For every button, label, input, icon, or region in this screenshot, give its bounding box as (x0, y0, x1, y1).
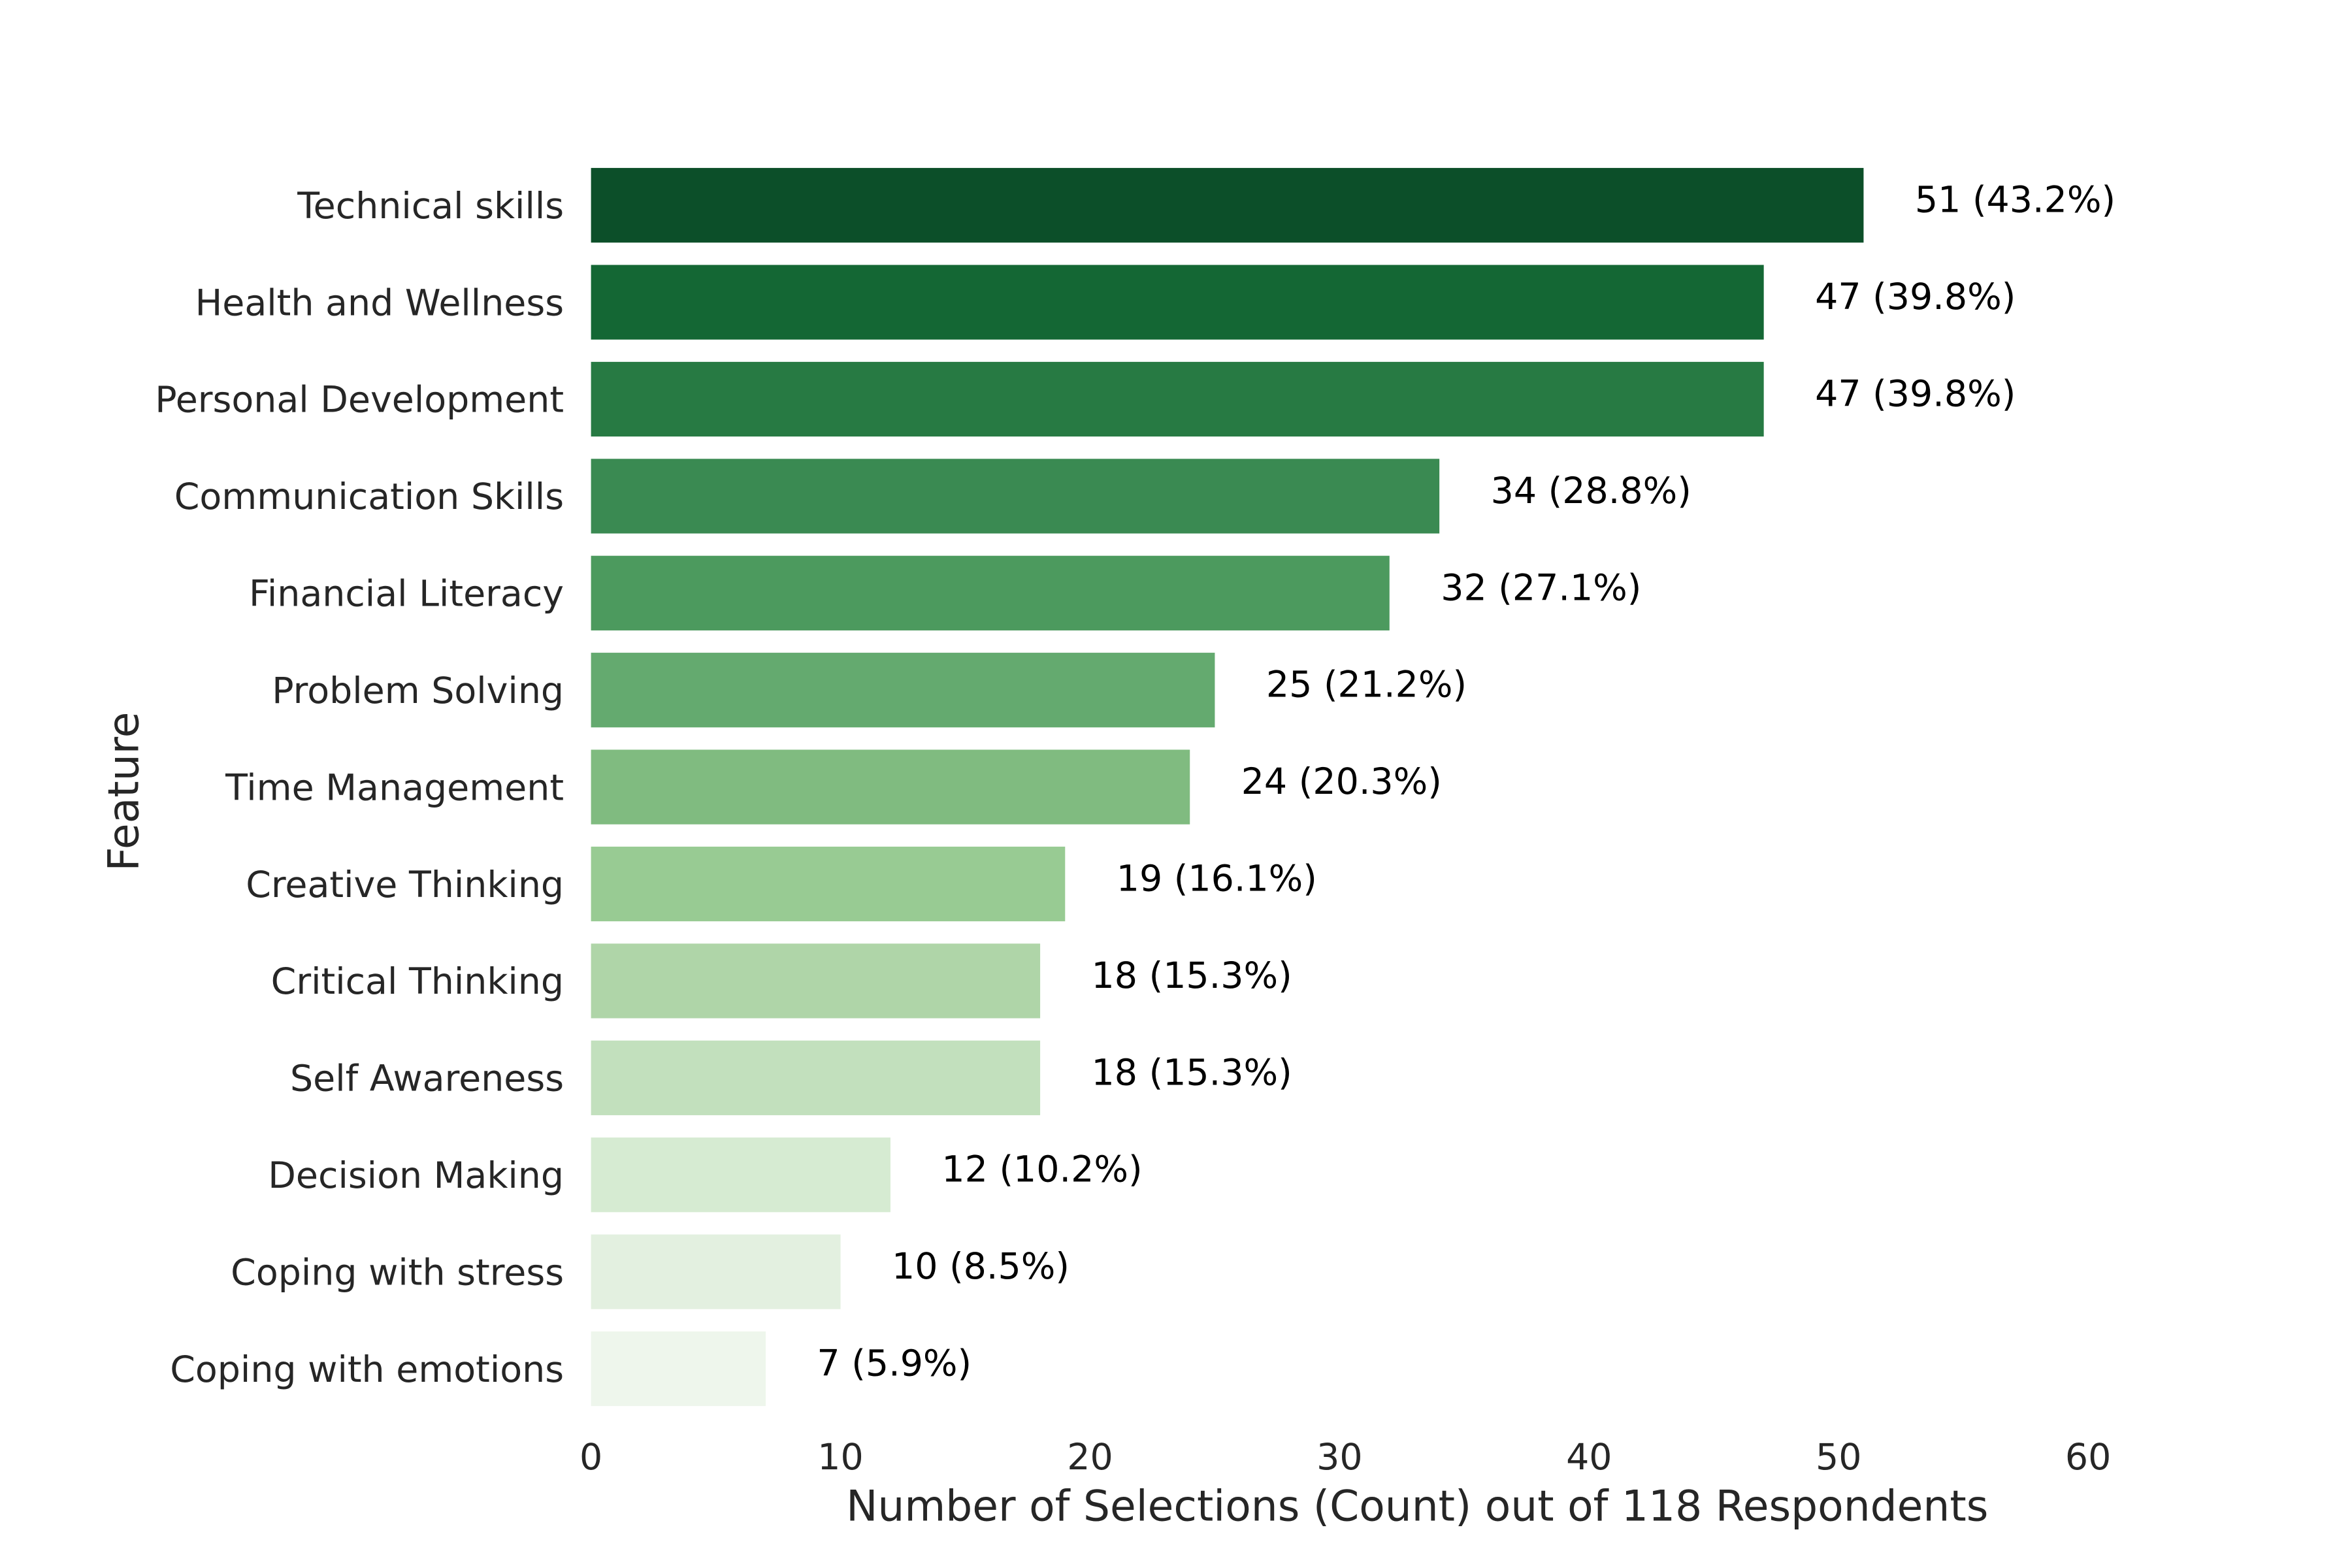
y-tick-label: Communication Skills (174, 476, 564, 518)
value-label: 47 (39.8%) (1815, 276, 2016, 318)
bar (591, 846, 1066, 922)
value-label: 19 (16.1%) (1117, 858, 1317, 900)
bar (591, 459, 1440, 534)
bar (591, 1137, 890, 1213)
bar (591, 749, 1190, 825)
y-tick-label: Time Management (225, 767, 564, 809)
x-tick-label: 30 (1316, 1437, 1362, 1478)
value-label: 32 (27.1%) (1441, 567, 1641, 609)
y-tick-label: Technical skills (297, 186, 564, 227)
y-tick-label: Critical Thinking (271, 961, 564, 1003)
value-label: 12 (10.2%) (941, 1149, 1142, 1191)
x-tick-label: 20 (1067, 1437, 1113, 1478)
bar (591, 168, 1864, 243)
y-tick-label: Financial Literacy (249, 574, 564, 615)
y-tick-label: Self Awareness (290, 1058, 564, 1100)
value-label: 7 (5.9%) (817, 1343, 972, 1385)
value-label: 25 (21.2%) (1266, 664, 1467, 706)
value-label: 34 (28.8%) (1491, 470, 1691, 512)
x-tick-label: 0 (580, 1437, 602, 1478)
bar (591, 265, 1764, 340)
bar (591, 1234, 841, 1309)
x-tick-label: 60 (2065, 1437, 2111, 1478)
y-tick-label: Problem Solving (272, 670, 564, 712)
value-label: 24 (20.3%) (1241, 761, 1442, 803)
y-tick-label: Decision Making (268, 1155, 564, 1197)
x-tick-label: 50 (1816, 1437, 1861, 1478)
y-tick-label: Coping with stress (231, 1252, 564, 1294)
value-label: 51 (43.2%) (1915, 180, 2115, 221)
x-tick-label: 10 (817, 1437, 863, 1478)
bar (591, 1331, 766, 1407)
y-tick-label: Personal Development (155, 380, 564, 421)
y-tick-label: Coping with emotions (170, 1349, 564, 1391)
x-axis-label: Number of Selections (Count) out of 118 … (846, 1482, 1988, 1531)
bar (591, 1040, 1041, 1115)
value-label: 47 (39.8%) (1815, 374, 2016, 416)
value-label: 18 (15.3%) (1092, 1052, 1292, 1094)
bar (591, 653, 1215, 728)
x-tick-label: 40 (1566, 1437, 1612, 1478)
y-tick-label: Creative Thinking (246, 864, 564, 906)
y-axis-label: Feature (99, 711, 148, 871)
bar (591, 555, 1390, 630)
value-label: 10 (8.5%) (892, 1246, 1070, 1288)
y-tick-label: Health and Wellness (195, 282, 564, 324)
bar (591, 943, 1041, 1019)
bar (591, 361, 1764, 437)
value-label: 18 (15.3%) (1092, 955, 1292, 997)
